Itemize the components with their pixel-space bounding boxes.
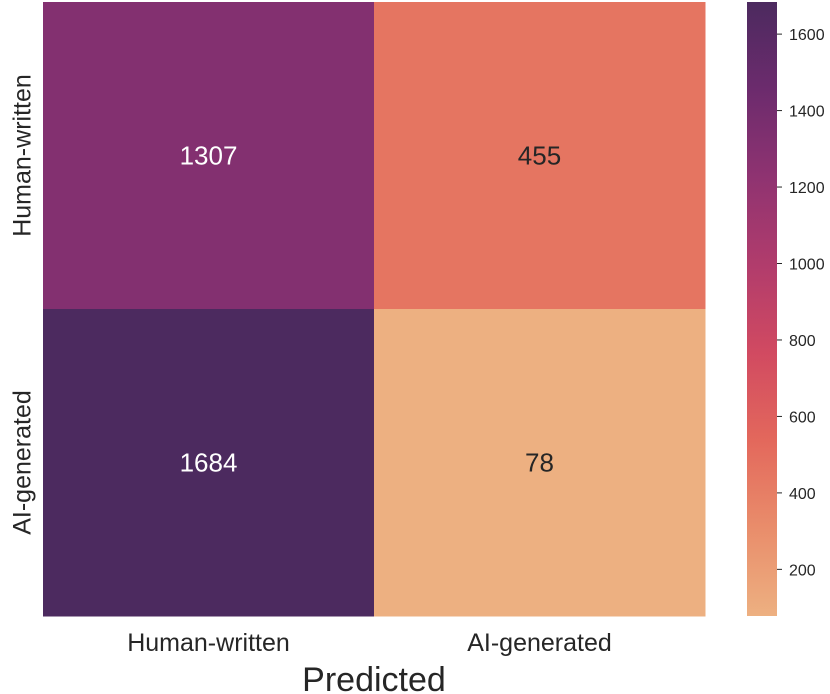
colorbar-tick-label-0: 200 [789,562,816,579]
x-tick-label-0: Human-written [127,629,290,657]
y-tick-labels: Human-written AI-generated [9,74,37,535]
colorbar-tick-label-5: 1200 [789,180,825,197]
x-tick-label-1: AI-generated [467,629,612,657]
heatmap-cells [43,2,706,617]
colorbar-tick-label-6: 1400 [789,104,825,121]
heatmap-cell-r0-c0 [43,2,375,310]
cell-value-r1-c0: 1684 [180,448,238,478]
y-tick-label-0: Human-written [9,74,37,237]
colorbar-tick-label-2: 600 [789,409,816,426]
heatmap-cell-r1-c1 [374,309,706,617]
cell-value-r0-c1: 455 [518,141,561,171]
cell-value-r1-c1: 78 [525,448,554,478]
colorbar [747,2,777,616]
heatmap-cell-r0-c1 [374,2,706,310]
heatmap-cell-labels: 1307 455 1684 78 [180,141,562,478]
colorbar-tick-label-7: 1600 [789,27,825,44]
y-tick-label-1: AI-generated [9,390,37,535]
colorbar-tick-label-1: 400 [789,486,816,503]
colorbar-tick-label-3: 800 [789,333,816,350]
cell-value-r0-c0: 1307 [180,141,238,171]
x-tick-labels: Human-written AI-generated [127,629,612,657]
x-axis-title: Predicted [302,661,446,694]
heatmap-cell-r1-c0 [43,309,375,617]
colorbar-tick-labels: 200 400 600 800 1000 1200 1400 1600 [777,27,825,579]
colorbar-tick-label-4: 1000 [789,257,825,274]
